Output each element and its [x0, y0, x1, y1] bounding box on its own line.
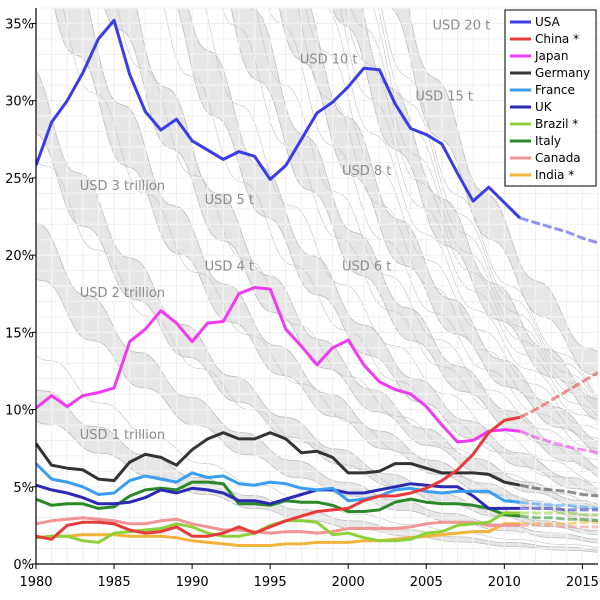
series-lines [36, 18, 598, 547]
series-usa [36, 18, 598, 245]
band-label: USD 3 trillion [80, 179, 165, 194]
series-forecast-line [519, 500, 598, 510]
series-line [36, 522, 520, 547]
y-tick-label: 10% [5, 404, 34, 419]
y-tick-label: 15% [5, 326, 34, 341]
series-forecast-line [519, 511, 598, 517]
legend-label: Italy [535, 134, 561, 148]
y-tick-label: 35% [5, 17, 34, 32]
series-forecast-line [519, 429, 598, 455]
legend-label: UK [535, 100, 553, 114]
band-labels: USD 1 trillion USD 2 trillion USD 3 trilli… [80, 19, 490, 443]
x-tick-label: 1985 [98, 575, 131, 590]
series-line [36, 516, 520, 535]
x-tick-label: 1980 [19, 575, 52, 590]
series-line [36, 482, 520, 510]
band-label: USD 10 t [300, 53, 358, 68]
series-line [36, 18, 521, 220]
series-line [36, 462, 521, 504]
series-forecast-line [519, 506, 598, 512]
x-tick-label: 2000 [332, 575, 365, 590]
gdp-band-8 [278, 8, 598, 457]
y-tick-label: 25% [5, 172, 34, 187]
series-france [36, 462, 598, 510]
series-japan [36, 286, 598, 455]
x-tick-label: 2010 [488, 575, 521, 590]
y-tick-label: 0% [13, 558, 34, 573]
series-canada [36, 516, 598, 535]
legend-label: Brazil * [535, 117, 578, 131]
series-forecast-line [519, 371, 598, 419]
y-tick-label: 20% [5, 249, 34, 264]
y-tick-label: 30% [5, 95, 34, 110]
gdp-band-6 [177, 8, 598, 496]
legend-label: India * [535, 168, 574, 182]
series-forecast-line [519, 514, 598, 523]
legend-label: Canada [535, 151, 581, 165]
band-label: USD 6 t [342, 260, 391, 275]
legend-label: France [535, 83, 575, 97]
legend: USA China * Japan Germany France UK Brazil * It… [504, 9, 597, 187]
legend-label: Japan [534, 49, 568, 63]
series-line [36, 431, 521, 487]
gdp-band-5 [104, 8, 598, 511]
gdp-band-10 [390, 8, 598, 377]
series-uk [36, 482, 598, 512]
series-china [36, 371, 598, 541]
series-line [36, 286, 521, 444]
legend-label: China * [535, 32, 579, 46]
band-label: USD 1 trillion [80, 428, 165, 443]
band-label: USD 4 t [205, 260, 254, 275]
series-germany [36, 431, 598, 498]
x-tick-label: 2005 [410, 575, 443, 590]
x-tick-label: 2015 [566, 575, 599, 590]
series-line [36, 415, 521, 541]
axes: 1980 1985 1990 1995 2000 2005 2010 2015 0% 5% 10% 1… [5, 8, 599, 590]
band-label: USD 15 t [415, 90, 473, 105]
band-label: USD 5 t [205, 193, 254, 208]
series-forecast-line [519, 520, 598, 526]
band-label: USD 8 t [342, 164, 391, 179]
x-tick-label: 1990 [176, 575, 209, 590]
band-label: USD 2 trillion [80, 286, 165, 301]
legend-label: Germany [535, 66, 590, 80]
series-forecast-line [519, 523, 598, 529]
legend-label: USA [535, 15, 561, 29]
y-tick-label: 5% [13, 481, 34, 496]
series-india [36, 520, 598, 547]
series-forecast-line [519, 216, 598, 245]
series-forecast-line [519, 483, 598, 498]
band-label: USD 20 t [433, 19, 491, 34]
x-tick-label: 1995 [254, 575, 287, 590]
